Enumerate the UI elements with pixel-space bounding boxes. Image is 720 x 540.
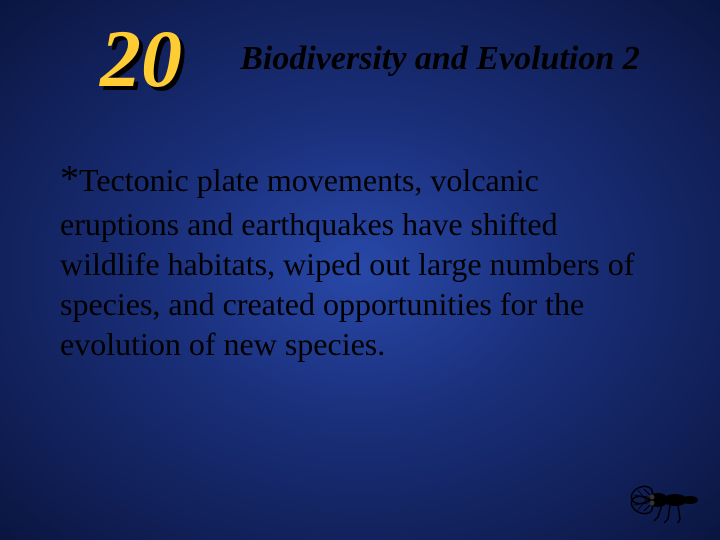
slide-body-text: Tectonic plate movements, volcanic erupt… [60,162,634,362]
slide-header: 20 20 Biodiversity and Evolution 2 [0,0,720,106]
slide-number: 20 [100,12,240,106]
slide-number-container: 20 20 [100,12,240,106]
fly-icon [630,475,700,530]
slide-body: *Tectonic plate movements, volcanic erup… [0,106,720,364]
bullet-asterisk: * [60,158,79,200]
slide-title: Biodiversity and Evolution 2 [240,39,680,80]
